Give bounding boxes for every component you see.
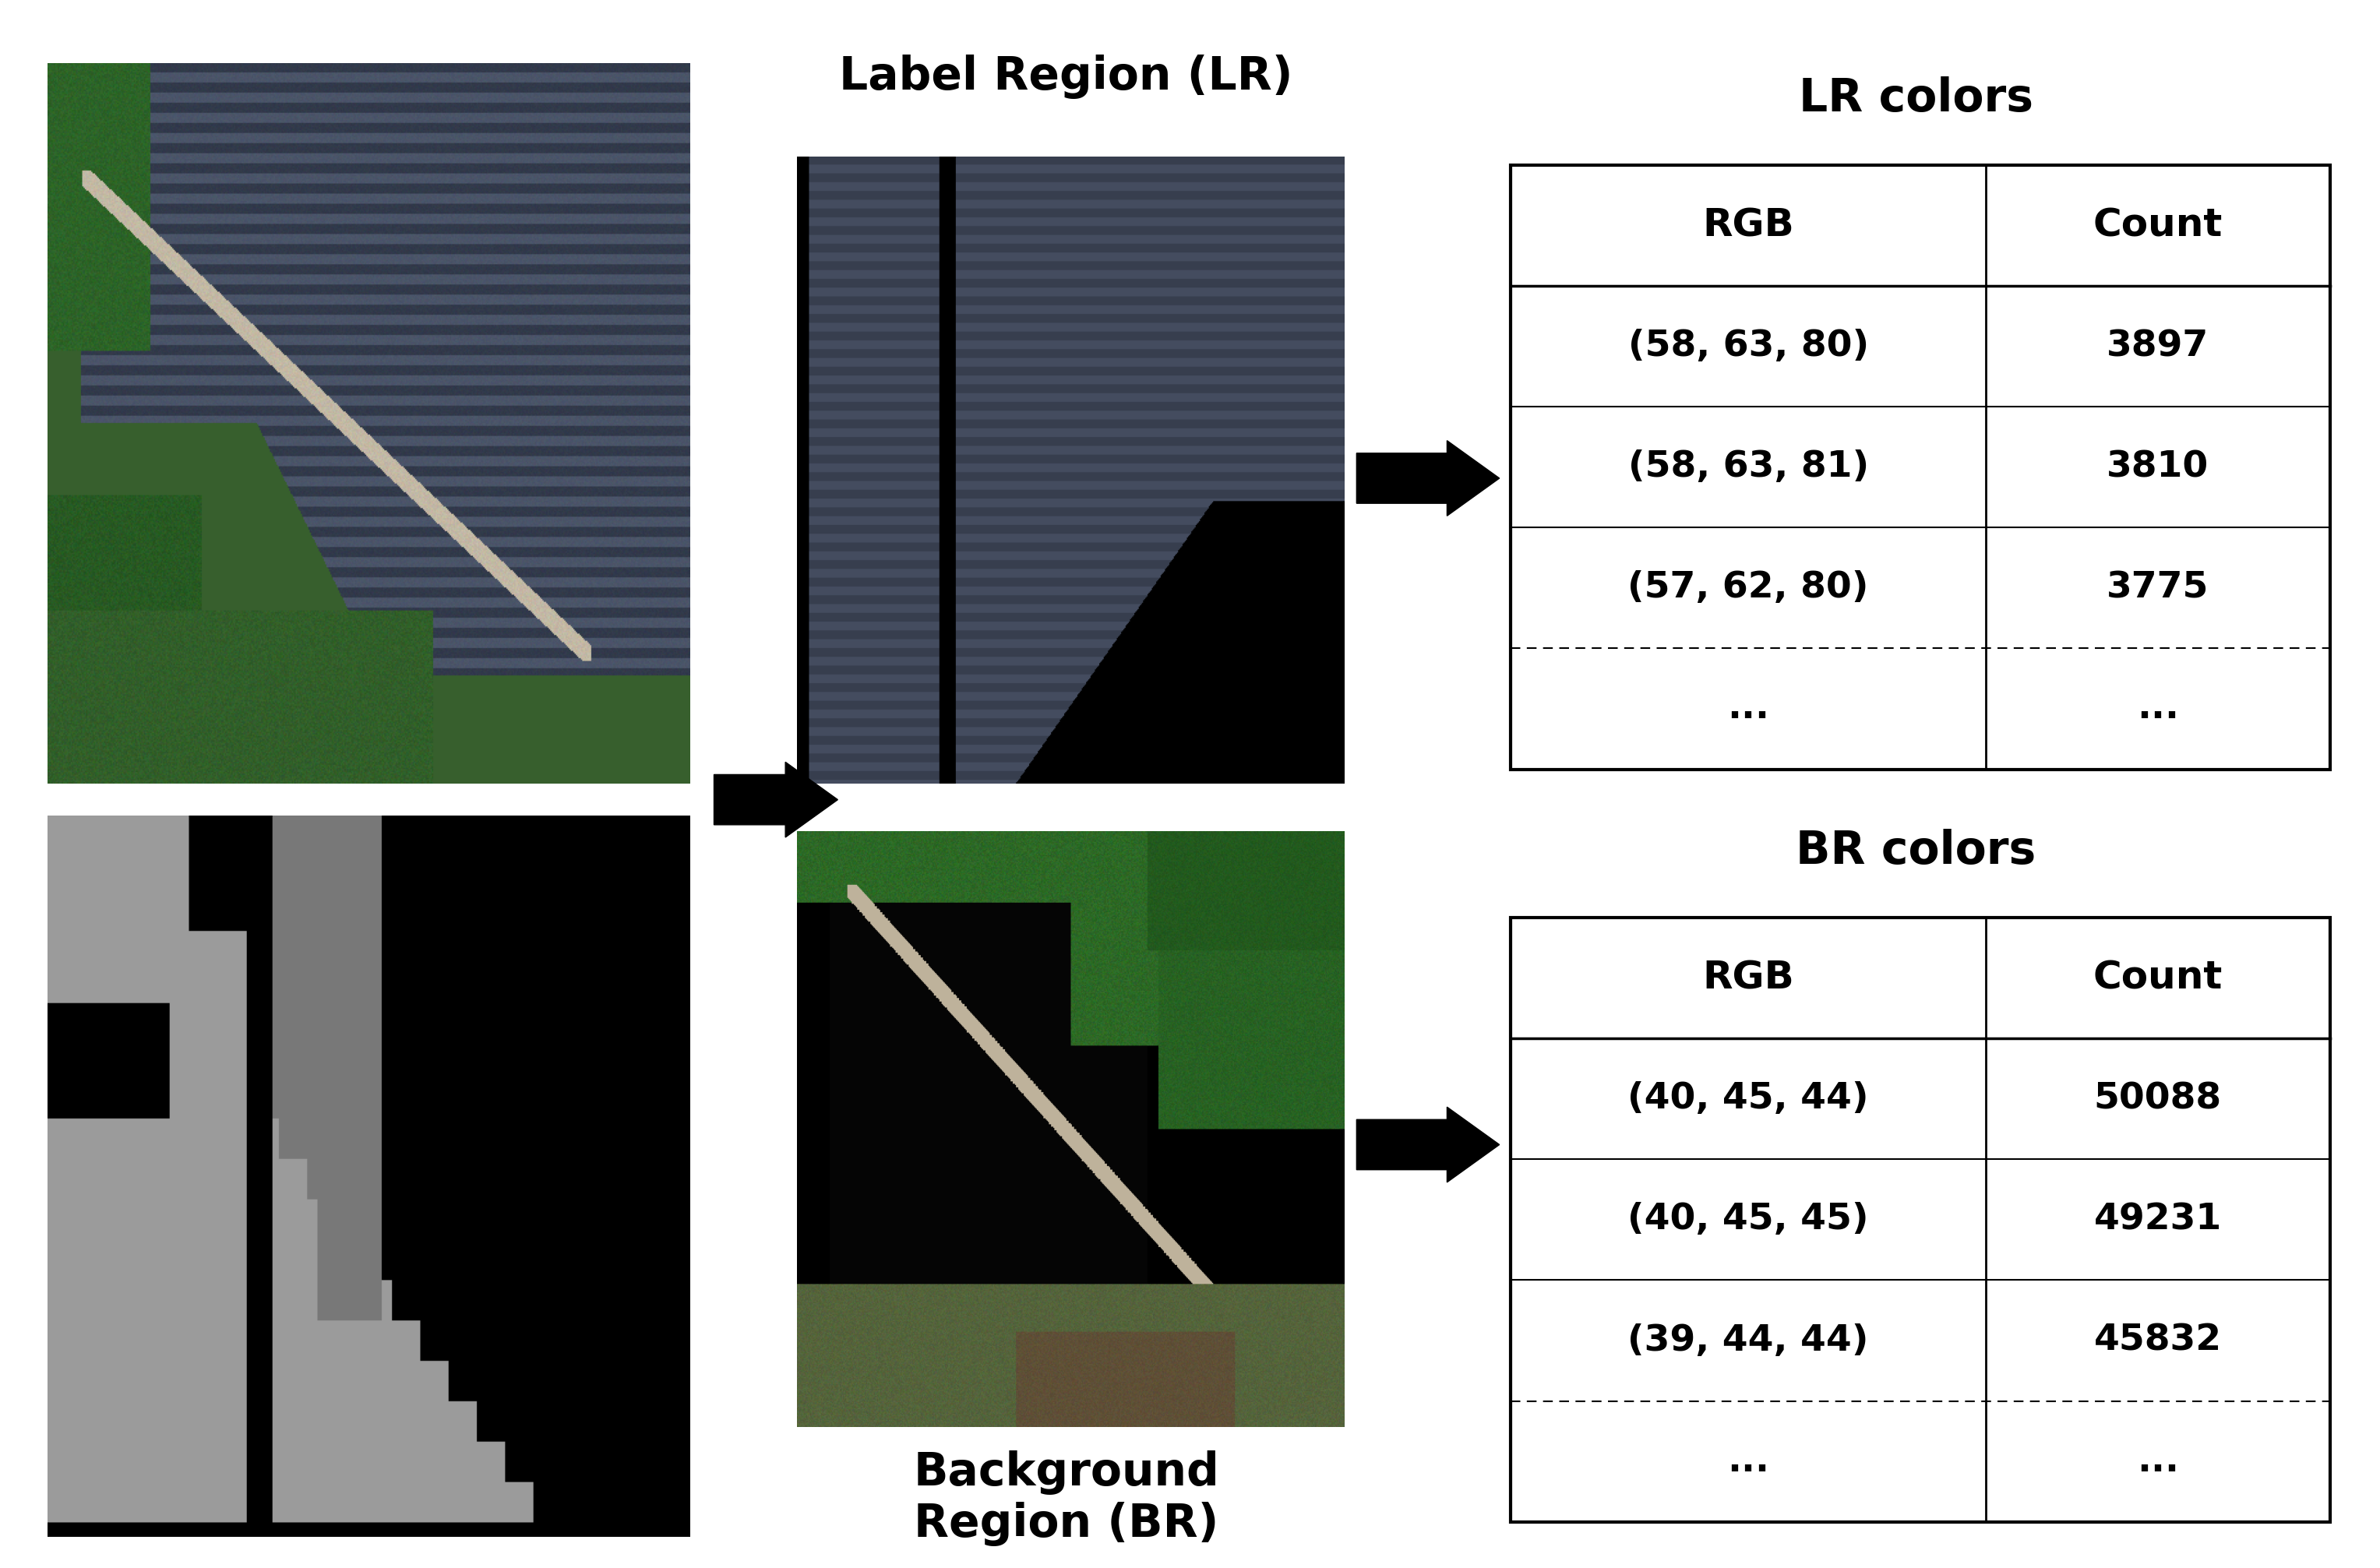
Text: ...: ... [2137, 691, 2178, 726]
Text: Count: Count [2092, 207, 2223, 245]
Text: (57, 62, 80): (57, 62, 80) [1628, 571, 1868, 605]
Bar [1511, 917, 2330, 1523]
Text: Label Region (LR): Label Region (LR) [840, 55, 1292, 99]
Text: LR colors: LR colors [1799, 77, 2033, 121]
Text: 3810: 3810 [2106, 450, 2209, 485]
Bar [1511, 165, 2330, 770]
Text: 50088: 50088 [2094, 1082, 2223, 1116]
Text: RGB: RGB [1702, 207, 1795, 245]
Text: Background
Region (BR): Background Region (BR) [914, 1450, 1219, 1546]
Text: 49231: 49231 [2094, 1203, 2223, 1237]
Text: (40, 45, 45): (40, 45, 45) [1628, 1203, 1868, 1237]
Text: RGB: RGB [1702, 960, 1795, 997]
Text: (40, 45, 44): (40, 45, 44) [1628, 1082, 1868, 1116]
Text: Count: Count [2092, 960, 2223, 997]
Text: ...: ... [1728, 691, 1768, 726]
Text: 45832: 45832 [2094, 1323, 2223, 1358]
Text: ...: ... [2137, 1444, 2178, 1479]
Text: (39, 44, 44): (39, 44, 44) [1628, 1323, 1868, 1358]
Text: 3897: 3897 [2106, 329, 2209, 364]
Text: (58, 63, 80): (58, 63, 80) [1628, 329, 1868, 364]
Text: ...: ... [1728, 1444, 1768, 1479]
Text: 3775: 3775 [2106, 571, 2209, 605]
Text: BR colors: BR colors [1797, 829, 2035, 873]
Text: (58, 63, 81): (58, 63, 81) [1628, 450, 1868, 485]
